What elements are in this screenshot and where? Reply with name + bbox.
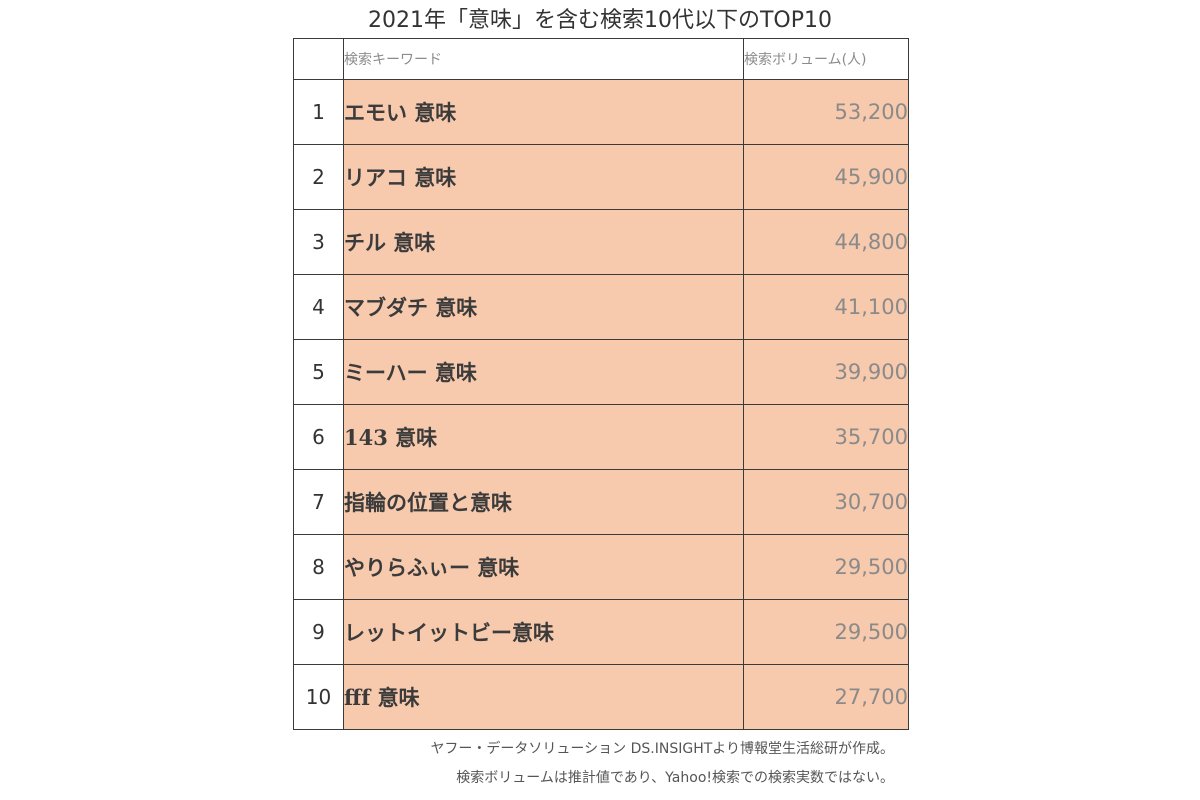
keyword-cell: チル 意味 <box>343 209 744 275</box>
volume-cell: 29,500 <box>743 599 909 665</box>
rank-number: 9 <box>293 599 344 665</box>
chart-title: 2021年「意味」を含む検索10代以下のTOP10 <box>368 8 832 33</box>
source-note: ヤフー・データソリューション DS.INSIGHTより博報堂生活総研が作成。 <box>430 741 894 757</box>
table-row: 2 リアコ 意味 45,900 <box>293 144 909 210</box>
keyword-cell: リアコ 意味 <box>343 144 744 210</box>
table-row: 9 レットイットビー意味 29,500 <box>293 599 909 665</box>
volume-cell: 35,700 <box>743 404 909 470</box>
volume-cell: 45,900 <box>743 144 909 210</box>
keyword-cell: fff 意味 <box>343 664 744 730</box>
table-row: 4 マブダチ 意味 41,100 <box>293 274 909 340</box>
table-row: 10 fff 意味 27,700 <box>293 664 909 730</box>
table-row: 1 エモい 意味 53,200 <box>293 79 909 145</box>
volume-cell: 41,100 <box>743 274 909 340</box>
rank-number: 2 <box>293 144 344 210</box>
rank-number: 5 <box>293 339 344 405</box>
rank-number: 10 <box>293 664 344 730</box>
table-row: 8 やりらふぃー 意味 29,500 <box>293 534 909 600</box>
header-keyword: 検索キーワード <box>343 38 744 80</box>
volume-cell: 53,200 <box>743 79 909 145</box>
table-row: 5 ミーハー 意味 39,900 <box>293 339 909 405</box>
table-header-row: 検索キーワード 検索ボリューム(人) <box>293 38 909 80</box>
volume-cell: 29,500 <box>743 534 909 600</box>
estimate-note: 検索ボリュームは推計値であり、Yahoo!検索での検索実数ではない。 <box>456 770 894 786</box>
rank-number: 4 <box>293 274 344 340</box>
rank-number: 6 <box>293 404 344 470</box>
header-rank <box>293 38 344 80</box>
rank-number: 8 <box>293 534 344 600</box>
rank-number: 1 <box>293 79 344 145</box>
rank-number: 3 <box>293 209 344 275</box>
header-volume: 検索ボリューム(人) <box>743 38 909 80</box>
table-row: 6 143 意味 35,700 <box>293 404 909 470</box>
table-row: 7 指輪の位置と意味 30,700 <box>293 469 909 535</box>
keyword-cell: ミーハー 意味 <box>343 339 744 405</box>
keyword-cell: やりらふぃー 意味 <box>343 534 744 600</box>
keyword-cell: エモい 意味 <box>343 79 744 145</box>
volume-cell: 39,900 <box>743 339 909 405</box>
rank-number: 7 <box>293 469 344 535</box>
volume-cell: 27,700 <box>743 664 909 730</box>
keyword-cell: 143 意味 <box>343 404 744 470</box>
keyword-cell: 指輪の位置と意味 <box>343 469 744 535</box>
keyword-cell: マブダチ 意味 <box>343 274 744 340</box>
keyword-cell: レットイットビー意味 <box>343 599 744 665</box>
ranking-table: 検索キーワード 検索ボリューム(人) 1 エモい 意味 53,200 2 リアコ 意味 4… <box>293 38 909 730</box>
table-row: 3 チル 意味 44,800 <box>293 209 909 275</box>
volume-cell: 44,800 <box>743 209 909 275</box>
volume-cell: 30,700 <box>743 469 909 535</box>
